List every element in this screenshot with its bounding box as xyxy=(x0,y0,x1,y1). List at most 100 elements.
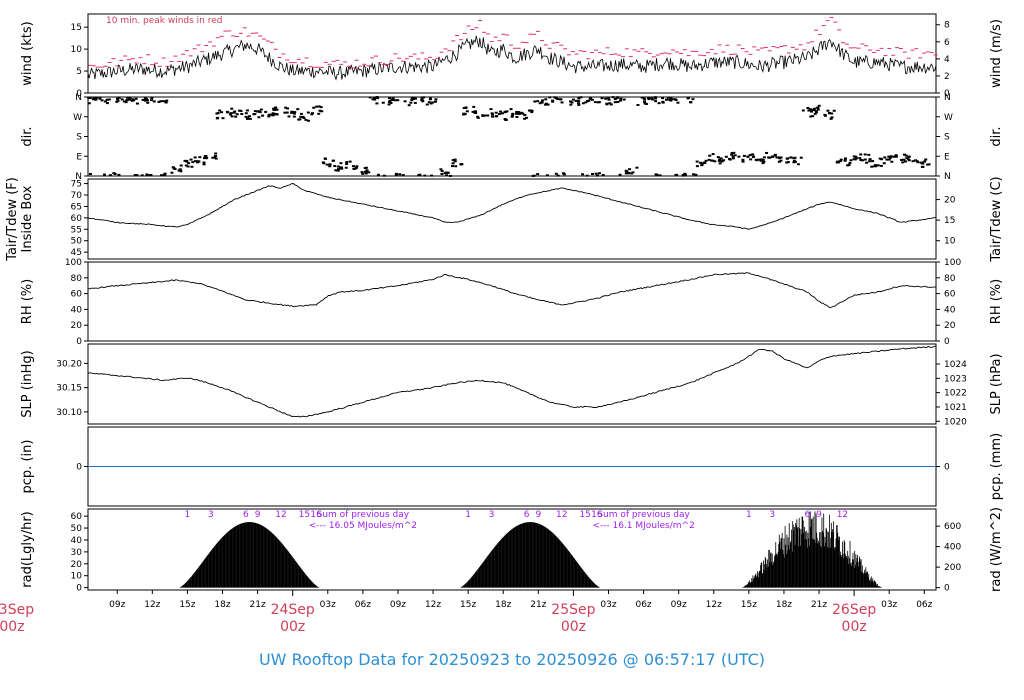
dir-point xyxy=(608,102,612,105)
dir-point xyxy=(510,115,514,118)
rad-hour-marker: 9 xyxy=(816,510,822,520)
dir-point xyxy=(682,174,686,177)
rad-sum-annotation-line1: Sum of previous day xyxy=(317,510,410,520)
y-tick-label-right: 1023 xyxy=(944,374,967,384)
dir-point xyxy=(901,161,905,164)
x-tick-label: 09z xyxy=(671,600,687,610)
dir-point xyxy=(237,109,241,112)
day-hour-label: 00z xyxy=(280,619,305,635)
dir-point xyxy=(581,102,585,105)
dir-point xyxy=(336,169,340,172)
dir-point xyxy=(244,115,248,118)
dir-point xyxy=(593,101,597,104)
y-tick-label-left: 100 xyxy=(65,258,82,268)
dir-point xyxy=(489,108,493,111)
dir-tick-label-left: N xyxy=(75,172,82,182)
dir-point xyxy=(375,102,379,105)
dir-point xyxy=(410,99,414,102)
dir-point xyxy=(796,163,800,166)
dir-point xyxy=(88,97,92,100)
dir-point xyxy=(403,100,407,103)
dir-point xyxy=(420,96,424,99)
y-axis-label-left: pcp. (in) xyxy=(20,440,35,494)
dir-point xyxy=(757,158,761,161)
dir-point xyxy=(737,155,741,158)
dir-point xyxy=(145,98,149,101)
dir-point xyxy=(914,159,918,162)
dir-point xyxy=(923,160,927,163)
dir-point xyxy=(852,155,856,158)
panel-frame-slp xyxy=(87,343,937,425)
dir-point xyxy=(173,168,177,171)
dir-point xyxy=(367,171,371,174)
series-wind-peak xyxy=(88,16,938,69)
dir-point xyxy=(105,98,109,101)
dir-point xyxy=(830,116,834,119)
dir-point xyxy=(450,165,454,168)
dir-point xyxy=(674,99,678,102)
dir-point xyxy=(336,165,340,168)
dir-point xyxy=(893,155,897,158)
day-hour-label: 00z xyxy=(561,619,586,635)
dir-point xyxy=(903,160,907,163)
rad-hour-marker: 12 xyxy=(556,510,567,520)
dir-point xyxy=(88,173,92,176)
dir-point xyxy=(440,170,444,173)
y-axis-label-left: Tair/Tdew (F)Inside Box xyxy=(5,177,35,262)
dir-point xyxy=(272,108,276,111)
dir-point xyxy=(859,159,863,162)
dir-point xyxy=(440,173,444,176)
dir-point xyxy=(870,165,874,168)
dir-point xyxy=(225,110,229,113)
dir-point xyxy=(839,158,843,161)
dir-point xyxy=(924,158,928,161)
dir-point xyxy=(816,106,820,109)
dir-point xyxy=(444,171,448,174)
dir-point xyxy=(730,152,734,155)
dir-point xyxy=(490,112,494,115)
dir-point xyxy=(233,110,237,113)
y-tick-label-right: 400 xyxy=(944,543,961,553)
dir-point xyxy=(463,113,467,116)
dir-point xyxy=(654,97,658,100)
dir-point xyxy=(261,114,265,117)
dir-point xyxy=(190,165,194,168)
dir-point xyxy=(570,101,574,104)
dir-point xyxy=(497,112,501,115)
dir-point xyxy=(285,111,289,114)
dir-point xyxy=(581,173,585,176)
dir-point xyxy=(622,98,626,101)
y-tick-label-right: 80 xyxy=(944,274,956,284)
dir-point xyxy=(221,117,225,120)
y-tick-label-left: 60 xyxy=(71,290,83,300)
dir-point xyxy=(92,96,96,99)
day-label: 25Sep xyxy=(551,602,595,618)
dir-point xyxy=(588,97,592,100)
dir-point xyxy=(345,161,349,164)
dir-point xyxy=(325,163,329,166)
y-tick-label-right: 0 xyxy=(944,584,950,594)
dir-point xyxy=(742,154,746,157)
rad-hour-marker: 15 xyxy=(579,510,590,520)
dir-point xyxy=(624,169,628,172)
x-tick-label: 12z xyxy=(706,600,722,610)
dir-point xyxy=(103,100,107,103)
dir-point xyxy=(853,158,857,161)
dir-point xyxy=(120,98,124,101)
dir-point xyxy=(601,174,605,177)
dir-point xyxy=(661,100,665,103)
dir-point xyxy=(514,112,518,115)
dir-point xyxy=(748,154,752,157)
dir-point xyxy=(902,153,906,156)
dir-point xyxy=(775,156,779,159)
dir-point xyxy=(577,100,581,103)
y-tick-label-right: 40 xyxy=(944,305,956,315)
dir-point xyxy=(491,115,495,118)
x-tick-label: 06z xyxy=(916,600,932,610)
dir-point xyxy=(107,98,111,101)
dir-point xyxy=(218,109,222,112)
dir-point xyxy=(193,160,197,163)
dir-point xyxy=(334,169,338,172)
y-axis-label-left: dir. xyxy=(20,126,35,146)
dir-point xyxy=(157,100,161,103)
